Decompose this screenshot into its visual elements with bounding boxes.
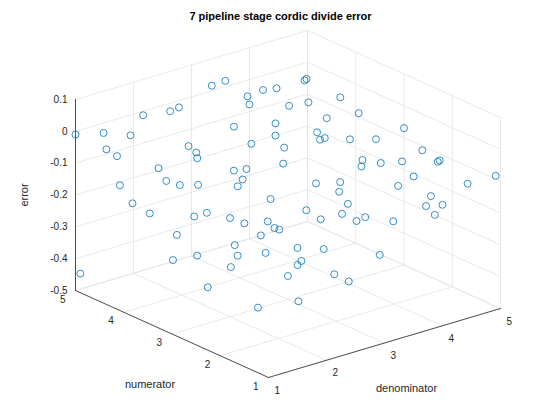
svg-text:4: 4 xyxy=(108,315,114,326)
svg-text:denominator: denominator xyxy=(376,382,437,394)
svg-text:3: 3 xyxy=(156,337,162,348)
svg-text:7 pipeline stage cordic divide: 7 pipeline stage cordic divide error xyxy=(189,10,372,22)
svg-text:2: 2 xyxy=(333,367,339,378)
svg-text:1: 1 xyxy=(275,385,281,396)
svg-text:-0.2: -0.2 xyxy=(50,189,68,200)
svg-text:0.1: 0.1 xyxy=(54,94,68,105)
svg-text:error: error xyxy=(18,183,30,207)
svg-text:-0.3: -0.3 xyxy=(50,221,68,232)
svg-text:3: 3 xyxy=(391,350,397,361)
svg-text:1: 1 xyxy=(253,381,259,392)
svg-text:0: 0 xyxy=(62,126,68,137)
svg-text:5: 5 xyxy=(59,293,66,305)
svg-text:-0.1: -0.1 xyxy=(50,157,68,168)
svg-text:4: 4 xyxy=(449,333,455,344)
svg-text:-0.4: -0.4 xyxy=(50,253,68,264)
svg-text:5: 5 xyxy=(507,316,513,327)
svg-text:2: 2 xyxy=(205,359,211,370)
svg-text:numerator: numerator xyxy=(125,378,175,390)
svg-text:-0.5: -0.5 xyxy=(50,285,68,296)
